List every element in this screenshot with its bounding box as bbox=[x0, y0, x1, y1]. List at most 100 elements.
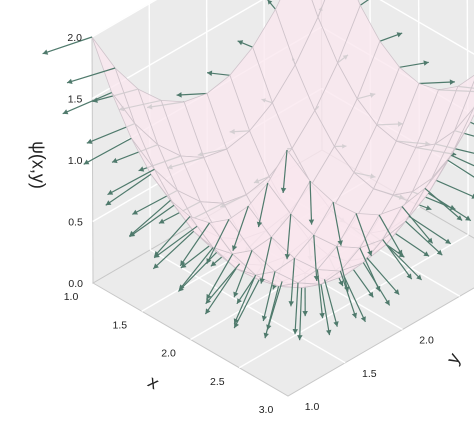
surface-cell bbox=[311, 0, 326, 18]
right-pane-grid-z bbox=[379, 0, 474, 55]
vector-head bbox=[180, 262, 187, 268]
normal-vector bbox=[261, 271, 276, 322]
vector-head bbox=[236, 298, 242, 304]
vector-shaft bbox=[152, 230, 195, 270]
z-tick-label: 0.0 bbox=[68, 278, 83, 290]
vector-head bbox=[280, 187, 287, 193]
normal-vector bbox=[424, 187, 463, 221]
vector-shaft bbox=[405, 220, 443, 256]
vector-head bbox=[384, 299, 390, 306]
vector-shaft bbox=[336, 246, 349, 293]
vector-head bbox=[344, 286, 350, 292]
z-tick-label: 1.5 bbox=[68, 94, 83, 106]
vector-head bbox=[338, 280, 344, 287]
vector-shaft bbox=[233, 274, 257, 325]
vector-shaft bbox=[153, 225, 198, 259]
vector-shaft bbox=[264, 286, 280, 339]
normal-vector bbox=[66, 67, 116, 84]
normal-vector bbox=[153, 216, 191, 257]
y-tick-label: 2.0 bbox=[419, 335, 434, 347]
vector-head bbox=[302, 311, 308, 317]
normal-vector bbox=[343, 275, 366, 323]
vector-shaft bbox=[177, 251, 218, 292]
normal-vector bbox=[179, 222, 210, 267]
normal-vector bbox=[405, 220, 443, 256]
normal-vector bbox=[152, 230, 195, 270]
x-axis-label: x bbox=[145, 371, 163, 393]
vector-head bbox=[360, 316, 366, 322]
vector-shaft bbox=[282, 149, 288, 194]
vector-head bbox=[233, 318, 239, 324]
normal-vector bbox=[263, 286, 280, 339]
vector-head bbox=[313, 275, 320, 281]
y-axis-label: y bbox=[442, 350, 464, 368]
vector-shaft bbox=[309, 180, 313, 225]
x-tick-label: 1.5 bbox=[112, 319, 127, 331]
vector-head bbox=[471, 193, 474, 199]
vector-head bbox=[210, 261, 217, 267]
vector-head bbox=[425, 205, 432, 211]
x-tick-label: 2.5 bbox=[210, 376, 225, 388]
normal-vector bbox=[389, 229, 430, 257]
z-tick-label: 0.5 bbox=[68, 217, 83, 229]
vector-shaft bbox=[431, 177, 474, 198]
vector-shaft bbox=[424, 187, 463, 221]
vector-head bbox=[456, 215, 463, 221]
vector-head bbox=[179, 284, 185, 290]
vector-head bbox=[180, 260, 186, 266]
vector-shaft bbox=[260, 236, 272, 284]
normal-vector bbox=[339, 270, 357, 319]
vector-shaft bbox=[257, 182, 269, 228]
vector-shaft bbox=[299, 287, 303, 341]
vector-head bbox=[423, 251, 430, 257]
normal-vector bbox=[355, 213, 373, 257]
vector-head bbox=[393, 289, 400, 295]
normal-vector bbox=[267, 0, 276, 10]
vector-head bbox=[449, 79, 455, 85]
x-tick-label: 2.0 bbox=[161, 348, 176, 360]
normal-vector bbox=[233, 279, 260, 329]
vector-shaft bbox=[204, 268, 237, 315]
vector-shaft bbox=[313, 235, 318, 282]
vector-shaft bbox=[66, 67, 116, 84]
normal-vector bbox=[323, 279, 339, 327]
vector-head bbox=[436, 249, 443, 256]
vector-shaft bbox=[450, 154, 474, 167]
normal-vector bbox=[292, 282, 299, 335]
vector-shaft bbox=[62, 92, 112, 115]
vector-head bbox=[333, 321, 339, 327]
vector-shaft bbox=[107, 168, 155, 196]
normal-vector bbox=[431, 177, 474, 199]
vector-shaft bbox=[332, 201, 342, 246]
y-tick-label: 1.0 bbox=[305, 401, 320, 413]
normal-vector bbox=[83, 137, 132, 165]
normal-vector bbox=[259, 236, 272, 284]
vector-shaft bbox=[290, 258, 295, 307]
vector-shaft bbox=[205, 263, 241, 305]
vector-shaft bbox=[233, 279, 260, 329]
vector-shaft bbox=[320, 284, 331, 336]
vector-shaft bbox=[366, 257, 400, 295]
vector-shaft bbox=[233, 250, 253, 298]
x-tick-label: 1.0 bbox=[64, 291, 79, 303]
vector-head bbox=[465, 215, 471, 221]
normal-vector bbox=[232, 205, 249, 251]
normal-vector bbox=[418, 79, 455, 85]
vector-shaft bbox=[205, 253, 234, 300]
vector-head bbox=[445, 238, 451, 244]
vector-shaft bbox=[389, 229, 430, 257]
vector-head bbox=[42, 49, 49, 55]
vector-head bbox=[423, 60, 429, 66]
vector-head bbox=[416, 274, 422, 280]
normal-vector bbox=[288, 258, 295, 307]
vector-shaft bbox=[382, 239, 413, 280]
normal-vector bbox=[408, 215, 452, 245]
vector-shaft bbox=[401, 206, 434, 244]
vector-shaft bbox=[129, 204, 175, 238]
vector-shaft bbox=[262, 271, 276, 322]
vector-head bbox=[207, 70, 213, 76]
vector-head bbox=[292, 329, 298, 335]
normal-vector bbox=[359, 0, 370, 6]
vector-head bbox=[284, 254, 291, 260]
